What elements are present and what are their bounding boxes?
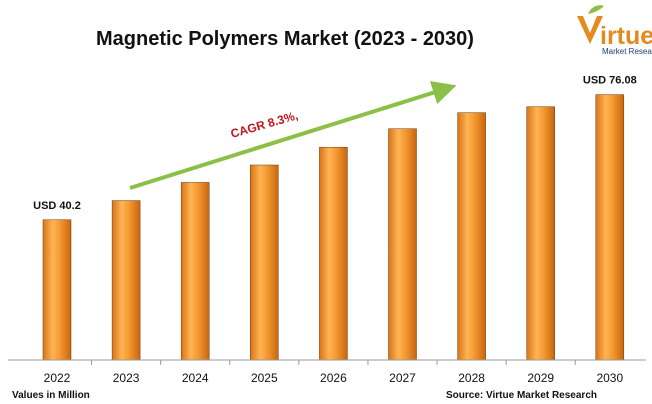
logo-subtext: Market Research [602, 47, 652, 56]
logo-v-mark [577, 16, 603, 44]
x-tick-label: 2030 [596, 371, 623, 385]
bar-2027 [388, 128, 417, 361]
values-unit-note: Values in Million [12, 390, 90, 401]
x-tick-label: 2029 [527, 371, 554, 385]
source-note: Source: Virtue Market Research [446, 390, 597, 401]
data-label: USD 40.2 [33, 200, 81, 212]
data-labels: USD 40.2 USD 76.08 [33, 75, 637, 212]
bar-2023 [111, 200, 141, 361]
logo-text: irtue [600, 22, 652, 50]
x-tick-label: 2026 [320, 371, 347, 385]
bar-2028 [457, 112, 486, 361]
chart-title: Magnetic Polymers Market (2023 - 2030) [96, 28, 474, 50]
virtue-logo: irtue Market Research [577, 5, 652, 56]
data-label: USD 76.08 [583, 75, 637, 87]
logo-leaf-icon [588, 5, 604, 14]
x-tick-label: 2024 [182, 371, 209, 385]
x-tick-label: 2027 [389, 371, 416, 385]
bar-2025 [250, 164, 279, 361]
bars-layer [42, 94, 625, 361]
x-tick-label: 2022 [44, 371, 71, 385]
bar-2029 [526, 106, 555, 361]
bar-2024 [180, 182, 210, 361]
bar-2026 [319, 146, 348, 361]
bar-2030 [595, 94, 625, 361]
x-axis-ticks: 2022 2023 2024 2025 2026 2027 2028 2029 2030 [44, 360, 623, 385]
x-tick-label: 2025 [251, 371, 278, 385]
x-tick-label: 2028 [458, 371, 485, 385]
bar-2022 [42, 219, 72, 361]
cagr-arrow [129, 81, 457, 190]
x-tick-label: 2023 [113, 371, 140, 385]
